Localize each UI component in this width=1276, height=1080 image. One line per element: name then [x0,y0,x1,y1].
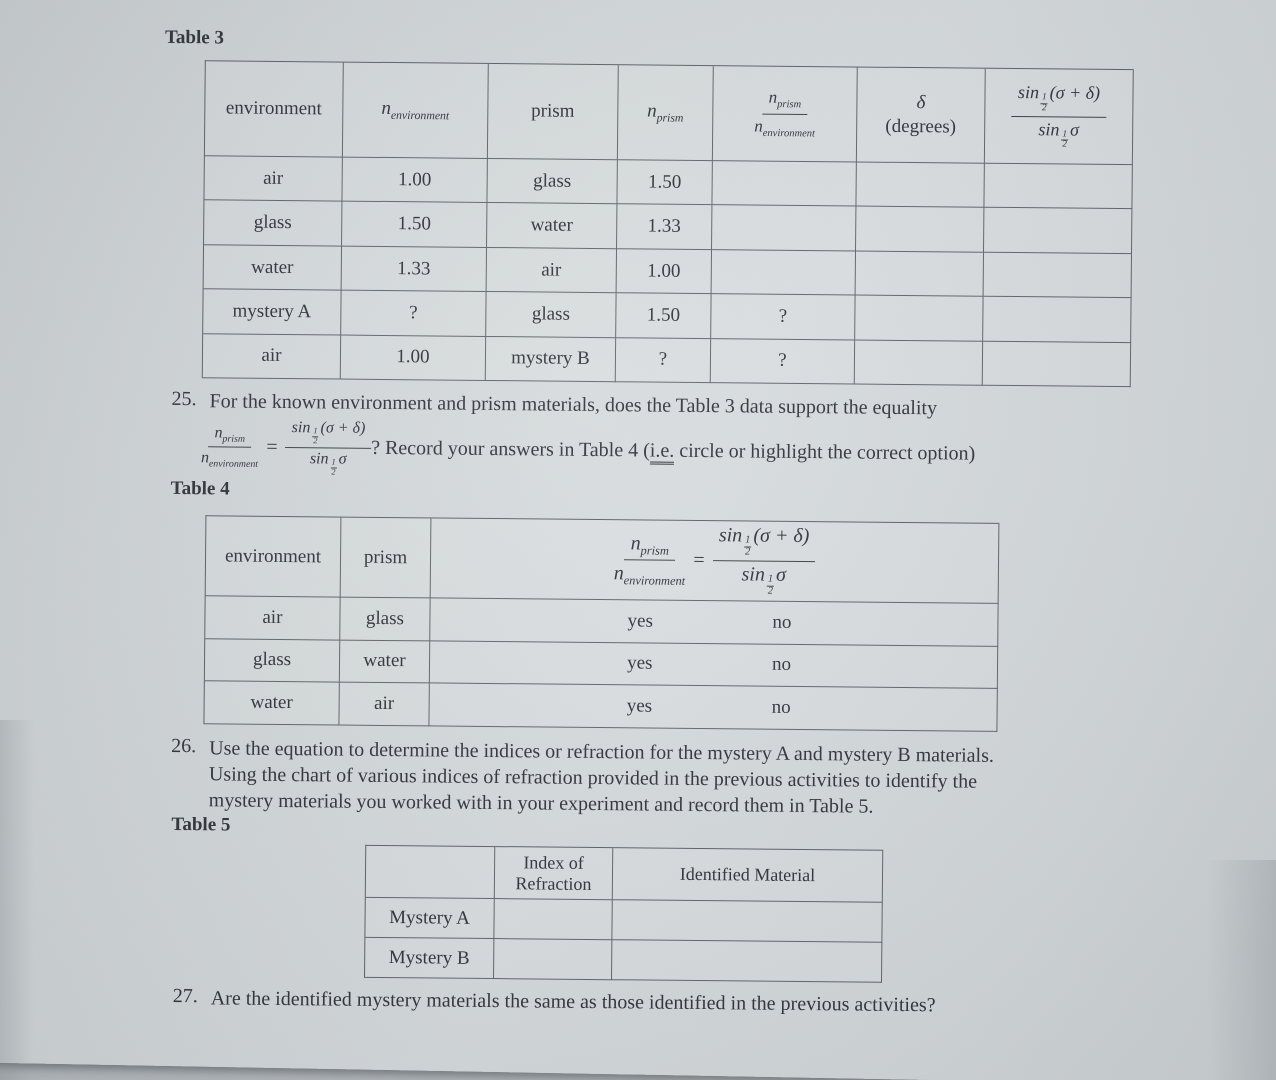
table5-cell [494,939,613,981]
table3-cell: 1.00 [342,157,488,204]
sin-fraction: sin 1 2 (σ + δ) sin 1 2 σ [285,419,372,478]
question-26-number: 26. [171,734,197,758]
table4: environment prism nprism nenvironment = … [203,515,1000,732]
table5-cell [494,899,613,941]
question-27: 27. Are the identified mystery materials… [172,984,936,1017]
table3-cell [984,163,1133,210]
question-27-number: 27. [172,984,198,1008]
table4-header-environment: environment [205,516,342,598]
table5-cell [611,940,883,983]
yes-option: yes [626,695,653,717]
table4-cell: glass [204,638,341,683]
table3-header-prism: prism [487,63,619,161]
table3-cell: glass [487,158,618,205]
table3-cell: 1.33 [341,246,488,293]
table3: environment nenvironment prism nprism np… [201,60,1134,388]
question-26: 26. Use the equation to determine the in… [171,734,995,818]
table3-cell: ? [615,337,712,384]
table5: Index of Refraction Identified Material … [364,844,884,983]
table3-cell [855,251,984,297]
table5-header-material: Identified Material [612,848,884,903]
table3-cell: air [486,247,618,294]
question-25-after-formula: ? Record your answers in Table 4 (i.e. c… [371,437,976,466]
table3-header-ratio: nprism nenvironment [712,66,858,163]
table4-header-equation: nprism nenvironment = sin 1 2 (σ + δ) sin 1 2… [430,518,1000,604]
table3-cell [856,162,985,209]
table3-cell: 1.00 [340,335,487,381]
ie-underlined: i.e. [649,439,675,466]
yes-option: yes [627,652,653,674]
table3-label: Table 3 [164,26,225,49]
table3-cell [855,295,984,342]
table3-cell [712,161,857,207]
table4-cell: water [204,681,340,726]
table3-cell [982,341,1132,388]
table5-header-blank [365,845,496,900]
table3-cell: ? [341,290,487,337]
table3-cell: water [203,245,343,291]
photo-shadow-left [0,720,34,1080]
table3-header-delta: δ (degrees) [856,67,986,164]
table3-cell: mystery A [203,289,342,336]
table3-header-n-environment: nenvironment [342,62,489,159]
no-option: no [771,696,791,718]
question-25-text: For the known environment and prism mate… [209,390,938,420]
table3-cell [856,206,985,253]
table3-cell: air [202,333,342,380]
table4-answer-cell: yes no [429,683,998,732]
table3-cell: water [487,203,618,249]
table3-cell: 1.50 [342,201,488,248]
table3-header-environment: environment [204,61,344,158]
table3-cell: ? [710,338,856,385]
table3-cell [983,296,1132,343]
table5-header-index: Index of Refraction [494,847,614,901]
no-option: no [772,611,792,633]
table4-header-prism: prism [340,517,432,599]
table4-label: Table 4 [170,477,230,500]
table3-header-sin-ratio: sin 1 2 (σ + δ) sin 1 2 σ [984,68,1134,166]
table3-cell: 1.50 [617,160,713,206]
table3-cell [712,205,857,252]
table3-cell: glass [204,200,343,247]
table4-cell: glass [340,597,431,641]
table3-cell: 1.50 [616,293,712,339]
ratio-fraction: nprism nenvironment [200,424,259,471]
table3-cell: 1.00 [616,248,713,295]
table5-cell [612,900,883,943]
table3-cell: mystery B [485,336,617,383]
table3-cell [983,252,1132,299]
question-25-number: 25. [171,387,197,411]
table4-cell: air [339,682,430,727]
table3-cell: ? [711,294,856,341]
photo-shadow-bottom-right [1206,860,1276,1080]
table3-cell: glass [486,292,617,338]
table3-cell: 1.33 [617,204,713,250]
table4-answer-cell: yes no [430,598,999,647]
yes-option: yes [627,610,653,632]
question-25: 25. For the known environment and prism … [171,388,1152,485]
table3-header-n-prism: nprism [617,65,714,162]
table3-cell [854,340,984,386]
no-option: no [771,654,792,676]
question-25-formula: nprism nenvironment = sin 1 2 (σ + δ) sin 1 2… [201,418,1152,485]
table3-cell: air [204,156,343,202]
table5-row-label: Mystery B [365,937,495,980]
table3-cell [983,208,1133,254]
table5-label: Table 5 [171,813,231,836]
table5-row-label: Mystery A [365,897,495,940]
equals-sign: = [266,436,278,459]
table4-cell: water [339,640,431,684]
table3-cell [711,249,857,296]
table4-answer-cell: yes no [429,640,999,689]
table4-cell: air [205,596,341,641]
